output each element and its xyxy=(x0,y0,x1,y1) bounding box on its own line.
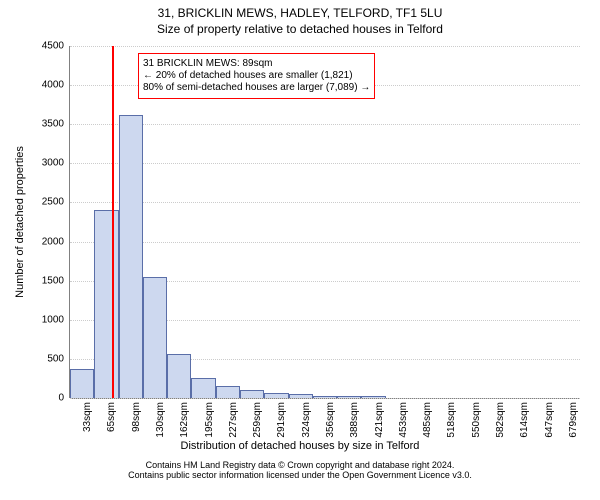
histogram-bar xyxy=(167,354,191,398)
xtick-label: 582sqm xyxy=(495,402,506,438)
ytick-label: 4500 xyxy=(42,41,64,52)
histogram-bar xyxy=(361,396,385,398)
histogram-bar xyxy=(94,210,118,398)
y-axis-line xyxy=(69,46,70,398)
histogram-bar xyxy=(289,394,313,398)
histogram-bar xyxy=(240,390,264,398)
gridline-h xyxy=(70,46,580,47)
xtick-label: 259sqm xyxy=(252,402,263,438)
histogram-bar xyxy=(337,396,361,398)
xtick-label: 518sqm xyxy=(446,402,457,438)
page: 31, BRICKLIN MEWS, HADLEY, TELFORD, TF1 … xyxy=(0,0,600,500)
xtick-label: 130sqm xyxy=(155,402,166,438)
ytick-label: 0 xyxy=(58,393,64,404)
xtick-label: 614sqm xyxy=(519,402,530,438)
histogram-bar xyxy=(191,378,215,398)
attribution-text: Contains HM Land Registry data © Crown c… xyxy=(0,460,600,480)
ytick-label: 3000 xyxy=(42,158,64,169)
y-axis-label: Number of detached properties xyxy=(14,146,26,298)
plot-area: 05001000150020002500300035004000450033sq… xyxy=(70,46,580,398)
gridline-h xyxy=(70,163,580,164)
xtick-label: 291sqm xyxy=(276,402,287,438)
attribution-line: Contains public sector information licen… xyxy=(128,470,472,480)
histogram-bar xyxy=(313,396,337,398)
histogram-bar xyxy=(119,115,143,398)
xtick-label: 195sqm xyxy=(204,402,215,438)
xtick-label: 356sqm xyxy=(325,402,336,438)
annotation-line: 80% of semi-detached houses are larger (… xyxy=(143,82,370,94)
xtick-label: 162sqm xyxy=(179,402,190,438)
ytick-label: 500 xyxy=(47,353,64,364)
histogram-bar xyxy=(216,386,240,398)
ytick-label: 3500 xyxy=(42,119,64,130)
attribution-line: Contains HM Land Registry data © Crown c… xyxy=(146,460,455,470)
gridline-h xyxy=(70,398,580,399)
xtick-label: 550sqm xyxy=(471,402,482,438)
gridline-h xyxy=(70,242,580,243)
xtick-label: 227sqm xyxy=(228,402,239,438)
gridline-h xyxy=(70,202,580,203)
ytick-label: 2500 xyxy=(42,197,64,208)
xtick-label: 324sqm xyxy=(301,402,312,438)
chart-title-line2: Size of property relative to detached ho… xyxy=(0,22,600,36)
xtick-label: 388sqm xyxy=(349,402,360,438)
ytick-label: 2000 xyxy=(42,236,64,247)
xtick-label: 679sqm xyxy=(568,402,579,438)
chart-title-line1: 31, BRICKLIN MEWS, HADLEY, TELFORD, TF1 … xyxy=(0,6,600,20)
xtick-label: 647sqm xyxy=(544,402,555,438)
x-axis-label: Distribution of detached houses by size … xyxy=(0,440,600,452)
xtick-label: 421sqm xyxy=(374,402,385,438)
annotation-line: 31 BRICKLIN MEWS: 89sqm xyxy=(143,58,370,70)
ytick-label: 1000 xyxy=(42,314,64,325)
ytick-label: 4000 xyxy=(42,80,64,91)
annotation-line: ← 20% of detached houses are smaller (1,… xyxy=(143,70,370,82)
xtick-label: 485sqm xyxy=(422,402,433,438)
gridline-h xyxy=(70,124,580,125)
xtick-label: 33sqm xyxy=(82,402,93,432)
histogram-bar xyxy=(70,369,94,398)
xtick-label: 453sqm xyxy=(398,402,409,438)
xtick-label: 65sqm xyxy=(106,402,117,432)
annotation-box: 31 BRICKLIN MEWS: 89sqm← 20% of detached… xyxy=(138,53,375,99)
ytick-label: 1500 xyxy=(42,275,64,286)
xtick-label: 98sqm xyxy=(131,402,142,432)
histogram-bar xyxy=(143,277,167,398)
reference-line xyxy=(112,46,114,398)
histogram-bar xyxy=(264,393,288,398)
